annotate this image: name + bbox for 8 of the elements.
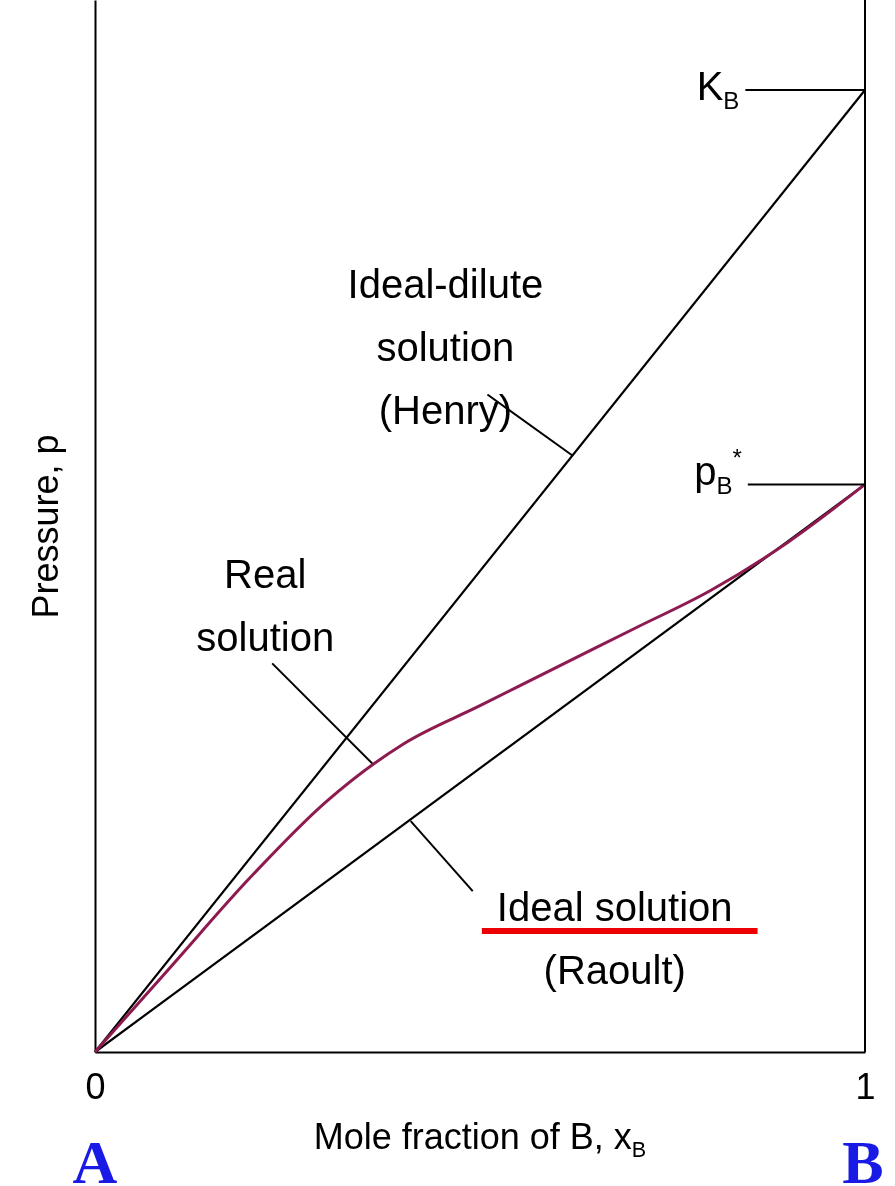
annotation: Ideal-dilute solution (Henry) [347,261,544,432]
y-axis-title: Pressure, p [24,434,66,619]
x-tick-label: 0 [85,1065,106,1107]
x-tick-label: 1 [855,1065,876,1107]
annotation: Ideal solution (Raoult) [496,885,733,993]
annotation: Real solution [196,552,335,660]
text: A [72,1128,118,1186]
text: B [842,1128,884,1186]
